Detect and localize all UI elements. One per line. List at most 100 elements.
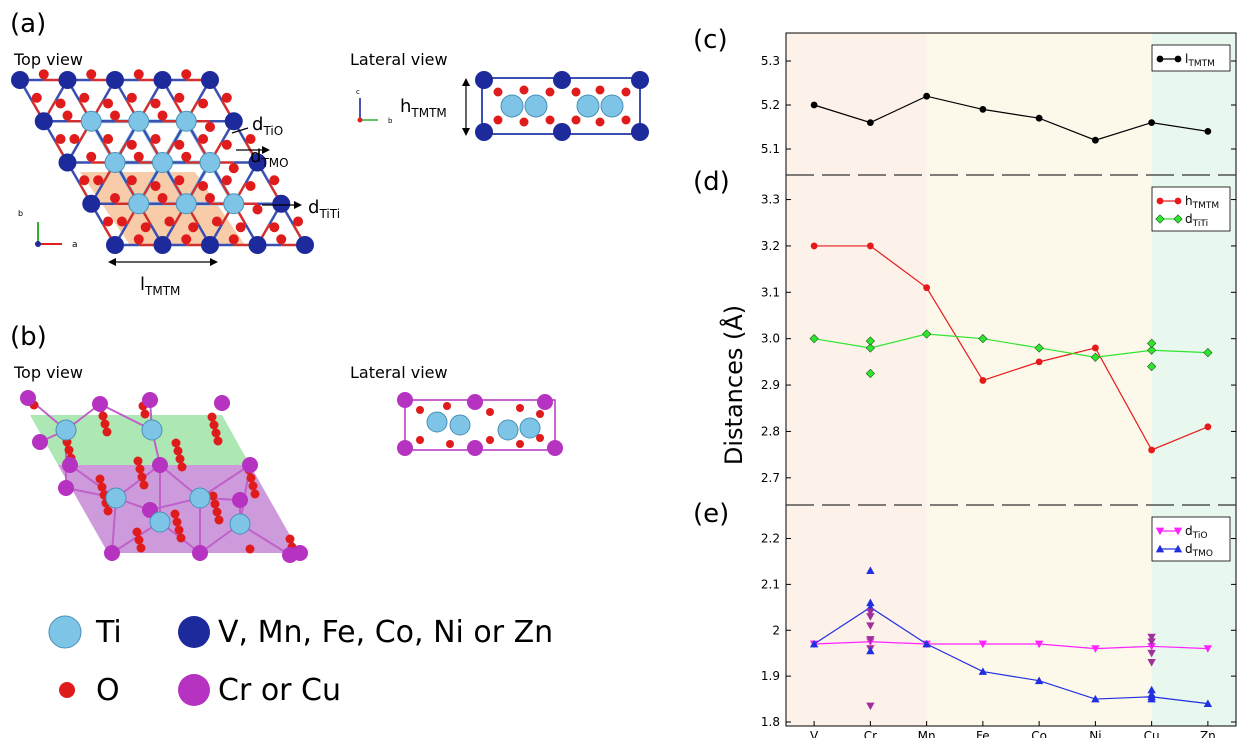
o-atom bbox=[93, 175, 104, 186]
ti-atom bbox=[80, 110, 102, 132]
o-atom bbox=[181, 69, 192, 80]
o-atom bbox=[285, 534, 295, 544]
o-atom bbox=[79, 175, 90, 186]
h-tmtm-arrowhead-bottom bbox=[462, 128, 470, 136]
o-atom bbox=[416, 406, 424, 414]
o-atom bbox=[207, 412, 217, 422]
data-point bbox=[1148, 119, 1156, 126]
data-point bbox=[809, 334, 819, 344]
ti-atom bbox=[500, 94, 524, 118]
data-point bbox=[810, 242, 818, 250]
legend-ti-label: Ti bbox=[95, 615, 122, 650]
o-atom bbox=[235, 222, 246, 233]
ti-atom bbox=[141, 419, 163, 441]
o-atom bbox=[198, 134, 209, 145]
data-point bbox=[1091, 136, 1099, 144]
panel-label-e: (e) bbox=[693, 499, 729, 529]
o-atom bbox=[210, 499, 220, 509]
o-atom bbox=[248, 481, 258, 491]
d-titi-arrowhead bbox=[294, 201, 302, 209]
extra-data-point bbox=[1147, 649, 1156, 658]
o-atom bbox=[571, 115, 581, 125]
crcu-atom bbox=[62, 457, 78, 473]
data-point bbox=[1035, 114, 1043, 122]
crcu-atom bbox=[397, 440, 413, 456]
legend-marker bbox=[1173, 214, 1183, 224]
legend-marker bbox=[1174, 197, 1182, 205]
o-atom bbox=[250, 489, 260, 499]
o-atom bbox=[31, 92, 42, 103]
y-tick-label: 2.7 bbox=[761, 471, 780, 485]
data-point bbox=[1035, 358, 1043, 366]
extra-data-point bbox=[1147, 361, 1157, 372]
crcu-atom bbox=[537, 394, 553, 410]
b-top-view-structure bbox=[20, 390, 308, 563]
o-atom bbox=[150, 98, 161, 109]
o-atom bbox=[172, 517, 182, 527]
tm-atom bbox=[58, 153, 77, 172]
d-tio-label: dTiO bbox=[252, 114, 283, 138]
ti-atom bbox=[497, 419, 519, 441]
o-atom bbox=[221, 139, 232, 150]
o-atom bbox=[221, 92, 232, 103]
extra-data-point bbox=[865, 368, 875, 379]
o-atom bbox=[536, 410, 544, 418]
legend-crcu-sphere bbox=[178, 674, 210, 706]
o-atom bbox=[621, 115, 631, 125]
o-atom bbox=[116, 216, 127, 227]
o-atom bbox=[103, 506, 113, 516]
data-point bbox=[1034, 343, 1044, 353]
data-point bbox=[978, 334, 988, 344]
o-atom bbox=[595, 85, 605, 95]
tm-atom bbox=[631, 71, 649, 89]
extra-data-point bbox=[866, 636, 875, 644]
o-atom bbox=[133, 151, 144, 162]
tm-atom bbox=[34, 112, 53, 131]
o-atom bbox=[164, 216, 175, 227]
axis-a-label: a bbox=[72, 240, 78, 250]
extra-data-point bbox=[866, 702, 875, 711]
legend-o-sphere bbox=[59, 682, 75, 698]
d-tmo-arrowhead bbox=[262, 146, 270, 154]
extra-data-point bbox=[1147, 638, 1156, 646]
series-line bbox=[813, 95, 1208, 141]
x-tick-label: Fe bbox=[976, 729, 990, 738]
crcu-atom bbox=[547, 440, 563, 456]
o-atom bbox=[545, 115, 555, 125]
o-atom bbox=[516, 404, 524, 412]
legend-marker bbox=[1173, 527, 1183, 536]
crcu-atom bbox=[152, 457, 168, 473]
data-point bbox=[979, 106, 987, 113]
ti-atom bbox=[223, 193, 245, 215]
tm-atom bbox=[153, 71, 172, 89]
b-lateral-structure bbox=[397, 392, 563, 456]
tm-atom bbox=[106, 236, 124, 254]
ti-atom bbox=[104, 152, 126, 173]
crcu-atom bbox=[20, 390, 36, 406]
o-atom bbox=[221, 175, 232, 186]
l-tmtm-label: lTMTM bbox=[140, 274, 180, 298]
tm-atom bbox=[272, 194, 291, 213]
o-atom bbox=[293, 216, 304, 227]
y-tick-label: 5.2 bbox=[761, 98, 780, 112]
tm-atom bbox=[201, 236, 219, 254]
ti-atom bbox=[519, 417, 541, 439]
o-atom bbox=[212, 507, 222, 517]
crcu-atom bbox=[142, 392, 158, 408]
extra-data-point bbox=[1147, 338, 1157, 348]
tm-atom bbox=[106, 71, 124, 89]
legend-tm-sphere bbox=[178, 616, 210, 648]
o-atom bbox=[174, 92, 185, 103]
series-line bbox=[814, 641, 1208, 650]
a-atoms bbox=[11, 69, 314, 254]
data-point bbox=[1203, 699, 1213, 708]
o-atom bbox=[95, 474, 105, 484]
y-tick-label: 1.8 bbox=[761, 715, 780, 729]
tm-atom bbox=[475, 71, 493, 89]
o-atom bbox=[69, 134, 80, 145]
data-point bbox=[922, 639, 931, 648]
ti-atom bbox=[426, 411, 448, 433]
data-point bbox=[865, 343, 875, 353]
series-line bbox=[814, 245, 1209, 451]
b-green-cell bbox=[30, 415, 250, 465]
